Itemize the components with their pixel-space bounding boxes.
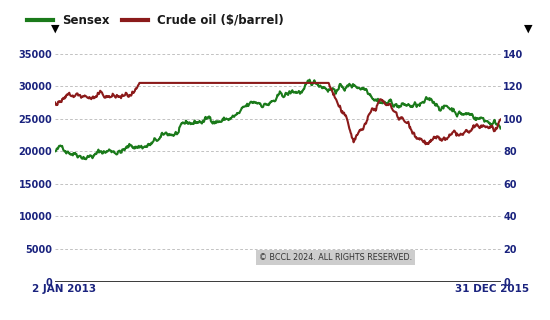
Text: ▼: ▼ — [51, 24, 59, 34]
Legend: Sensex, Crude oil ($/barrel): Sensex, Crude oil ($/barrel) — [23, 9, 289, 32]
Text: ▼: ▼ — [524, 24, 532, 34]
Text: © BCCL 2024. ALL RIGHTS RESERVED.: © BCCL 2024. ALL RIGHTS RESERVED. — [259, 253, 412, 262]
